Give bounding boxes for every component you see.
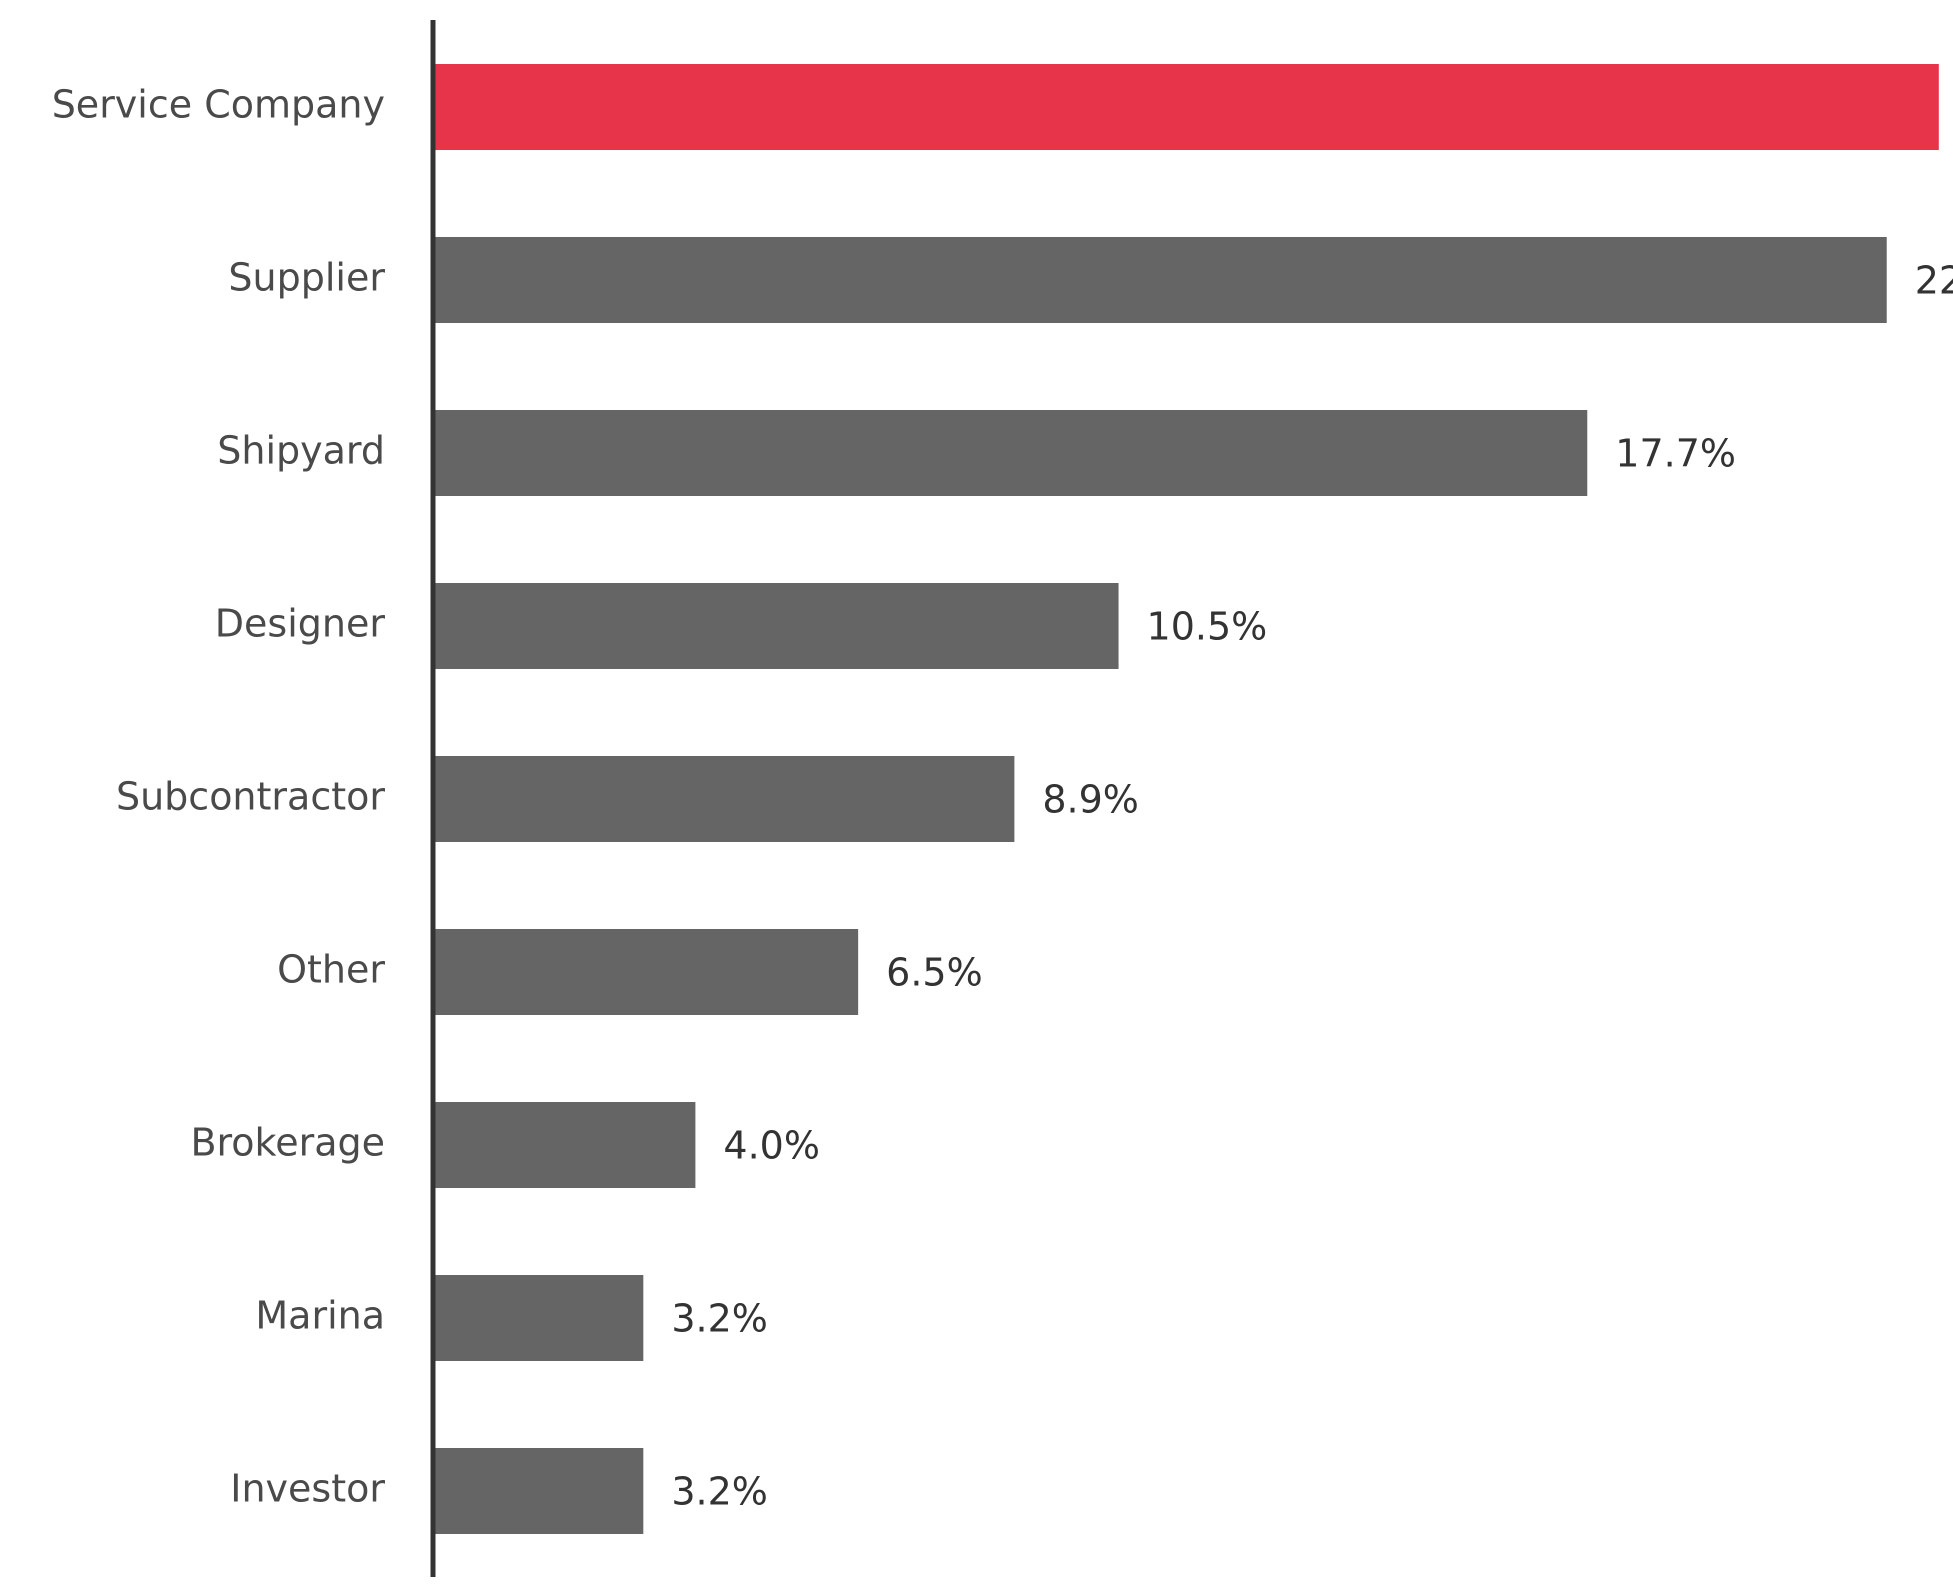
bar-subcontractor <box>435 756 1015 842</box>
value-label: 8.9% <box>1042 778 1139 822</box>
category-label: Shipyard <box>217 429 385 473</box>
value-label: 10.5% <box>1147 605 1268 649</box>
category-label: Supplier <box>228 256 385 300</box>
value-label: 4.0% <box>723 1124 820 1168</box>
value-label: 22 <box>1915 259 1953 303</box>
category-label: Service Company <box>52 83 385 127</box>
bar-other <box>435 929 859 1015</box>
category-label: Marina <box>255 1294 385 1338</box>
category-label: Other <box>277 948 385 992</box>
bar-supplier <box>435 237 1887 323</box>
value-label: 17.7% <box>1615 432 1736 476</box>
value-label: 3.2% <box>671 1297 768 1341</box>
category-labels: Service Company Supplier Shipyard Designer S… <box>52 83 386 1511</box>
value-label: 3.2% <box>671 1470 768 1514</box>
category-label: Brokerage <box>190 1121 385 1165</box>
bar-marina <box>435 1275 644 1361</box>
bars-layer <box>435 64 1939 1534</box>
category-label: Subcontractor <box>116 775 385 819</box>
bar-shipyard <box>435 410 1588 496</box>
value-labels: 22 17.7% 10.5% 8.9% 6.5% 4.0% 3.2% 3.2% <box>671 259 1953 1514</box>
value-label: 6.5% <box>886 951 983 995</box>
bar-designer <box>435 583 1119 669</box>
category-label: Investor <box>230 1467 385 1511</box>
bar-service-company <box>435 64 1939 150</box>
bar-brokerage <box>435 1102 696 1188</box>
bar-investor <box>435 1448 644 1534</box>
category-label: Designer <box>215 602 386 646</box>
